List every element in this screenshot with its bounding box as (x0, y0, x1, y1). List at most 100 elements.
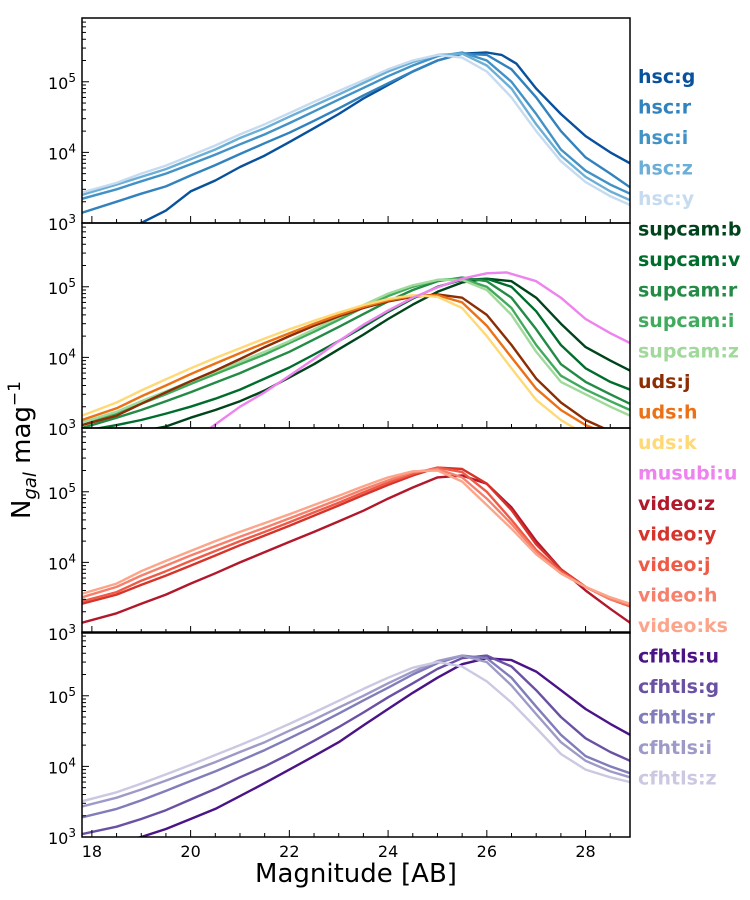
legend-entry-cfhtls-g: cfhtls:g (638, 676, 719, 698)
legend-entry-hsc-i: hsc:i (638, 127, 688, 149)
y-axis-title-exp: −1 (5, 381, 25, 406)
x-tick-label: 26 (477, 842, 497, 861)
legend-entry-hsc-y: hsc:y (638, 188, 695, 210)
series-line-video-j (82, 466, 630, 608)
legend-entry-hsc-g: hsc:g (638, 66, 695, 88)
series-line-cfhtls-g (82, 654, 630, 836)
y-tick-label: 105 (48, 481, 76, 503)
x-tick-label: 28 (575, 842, 595, 861)
y-tick-exponent: 3 (68, 622, 76, 636)
y-tick-exponent: 3 (68, 212, 76, 226)
y-ticks (82, 427, 89, 634)
series-line-video-ks (82, 469, 630, 605)
y-tick-exponent: 4 (68, 755, 76, 769)
legend-entry-cfhtls-i: cfhtls:i (638, 737, 712, 759)
y-axis-title-unit: mag (7, 406, 37, 472)
series-line-hsc-g (138, 51, 630, 223)
y-tick-exponent: 5 (68, 481, 76, 495)
y-tick-label: 105 (48, 71, 76, 93)
series-line-hsc-i (82, 51, 630, 200)
series-line-supcam-i (82, 277, 630, 427)
y-tick-label: 104 (48, 346, 76, 368)
series-line-uds-h (82, 294, 597, 428)
x-tick-label: 20 (180, 842, 200, 861)
legend-entry-video-j: video:j (638, 554, 711, 576)
y-tick-exponent: 4 (68, 346, 76, 360)
series-line-cfhtls-r (82, 654, 630, 819)
x-ticks (91, 216, 611, 223)
series-group (82, 466, 630, 624)
legend-entry-hsc-r: hsc:r (638, 97, 692, 119)
y-tick-exponent: 4 (68, 551, 76, 565)
legend-entry-video-h: video:h (638, 585, 718, 607)
series-line-musubi-u (209, 271, 630, 428)
y-ticks (82, 222, 89, 429)
y-tick-base: 10 (48, 279, 68, 298)
y-tick-base: 10 (48, 420, 68, 439)
x-ticks (91, 830, 611, 837)
y-tick-base: 10 (48, 484, 68, 503)
y-tick-label: 105 (48, 276, 76, 298)
y-ticks (82, 631, 89, 838)
legend-entry-supcam-z: supcam:z (638, 341, 739, 363)
y-tick-base: 10 (48, 74, 68, 93)
legend-entry-supcam-b: supcam:b (638, 219, 742, 241)
series-line-supcam-b (151, 277, 630, 428)
y-axis-title-main: N (7, 500, 37, 519)
panel-frame (81, 631, 631, 838)
series-line-cfhtls-u (135, 657, 630, 837)
series-line-video-y (82, 466, 630, 608)
legend-entry-video-y: video:y (638, 524, 717, 546)
panel-frame (81, 17, 631, 224)
legend: hsc:g hsc:r hsc:i hsc:z hsc:y supcam:b supcam:… (638, 66, 742, 790)
legend-entry-hsc-z: hsc:z (638, 158, 693, 180)
series-line-uds-k (82, 294, 577, 428)
legend-entry-video-z: video:z (638, 493, 715, 515)
series-line-cfhtls-i (82, 654, 630, 808)
y-tick-label: 103 (48, 622, 76, 644)
series-line-supcam-r (82, 276, 630, 428)
legend-entry-supcam-v: supcam:v (638, 249, 741, 271)
y-tick-base: 10 (48, 758, 68, 777)
series-line-hsc-y (82, 53, 630, 207)
series-group (82, 654, 630, 837)
y-tick-exponent: 5 (68, 685, 76, 699)
y-axis-title-sub: gal (20, 472, 41, 499)
x-tick-label: 22 (279, 842, 299, 861)
y-tick-exponent: 5 (68, 276, 76, 290)
legend-entry-uds-h: uds:h (638, 402, 698, 424)
y-tick-exponent: 4 (68, 141, 76, 155)
y-tick-exponent: 5 (68, 71, 76, 85)
y-axis-title: Ngal mag−1 (5, 381, 41, 519)
y-tick-base: 10 (48, 144, 68, 163)
y-tick-base: 10 (48, 349, 68, 368)
series-group (82, 271, 630, 428)
x-tick-label: 18 (82, 842, 102, 861)
panel-frame (81, 427, 631, 634)
legend-entry-cfhtls-z: cfhtls:z (638, 768, 717, 790)
series-line-video-z (82, 474, 630, 624)
legend-entry-supcam-i: supcam:i (638, 310, 734, 332)
series-line-hsc-r (82, 52, 630, 214)
legend-entry-uds-j: uds:j (638, 371, 691, 393)
x-tick-label: 24 (378, 842, 398, 861)
y-tick-label: 104 (48, 755, 76, 777)
series-line-hsc-z (82, 52, 630, 202)
y-tick-label: 105 (48, 685, 76, 707)
series-line-cfhtls-z (82, 660, 630, 803)
x-axis-title: Magnitude [AB] (255, 859, 457, 889)
y-tick-base: 10 (48, 625, 68, 644)
y-tick-label: 103 (48, 212, 76, 234)
series-line-uds-j (82, 293, 607, 428)
y-tick-base: 10 (48, 688, 68, 707)
y-tick-exponent: 3 (68, 826, 76, 840)
legend-entry-uds-k: uds:k (638, 432, 697, 454)
y-tick-label: 103 (48, 417, 76, 439)
legend-entry-video-ks: video:ks (638, 615, 728, 637)
series-line-supcam-v (93, 277, 630, 428)
y-tick-base: 10 (48, 829, 68, 848)
